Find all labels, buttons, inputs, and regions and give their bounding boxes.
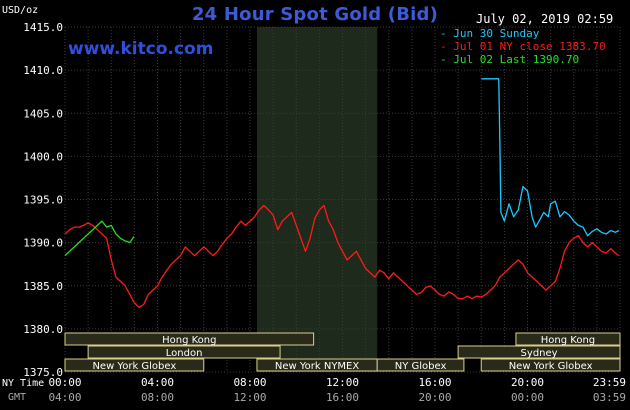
watermark[interactable]: www.kitco.com <box>68 39 214 59</box>
y-tick-label: 1410.0 <box>23 64 63 77</box>
y-tick-label: 1405.0 <box>23 107 63 120</box>
ny-time-label: NY Time <box>2 378 44 389</box>
y-tick-label: 1390.0 <box>23 237 63 250</box>
session-label: New York Globex <box>509 361 593 372</box>
session-bar <box>376 358 465 372</box>
tick-layer: 1375.0 1380.0 1385.0 1390.0 1395.0 1400.0 1405… <box>2 21 626 404</box>
legend-item-sunday: - Jun 30 Sunday <box>440 27 540 40</box>
x-tick-label-gmt: 04:00 <box>48 391 81 404</box>
x-tick-label-gmt: 20:00 <box>418 391 451 404</box>
session-layer: Hong Kong Hong Kong London Sydney New York G… <box>64 332 621 372</box>
series-line-2 <box>64 220 135 257</box>
x-tick-label-ny: 20:00 <box>511 376 544 389</box>
session-bar <box>64 332 315 346</box>
gmt-label: GMT <box>8 392 26 403</box>
timestamp: July 02, 2019 02:59 <box>476 12 614 26</box>
legend-item-last: - Jul 02 Last 1390.70 <box>440 53 580 66</box>
x-tick-label-ny: 16:00 <box>418 376 451 389</box>
session-bar <box>515 332 621 346</box>
chart-title: 24 Hour Spot Gold (Bid) <box>191 4 439 25</box>
x-tick-label-gmt: 00:00 <box>511 391 544 404</box>
session-bar <box>457 345 621 359</box>
series-line-0 <box>481 78 620 237</box>
x-tick-label-ny: 08:00 <box>233 376 266 389</box>
y-tick-label: 1395.0 <box>23 194 63 207</box>
session-label: New York NYMEX <box>275 361 360 372</box>
x-tick-label-gmt: 12:00 <box>233 391 266 404</box>
y-unit-label: USD/oz <box>2 5 39 16</box>
y-tick-label: 1375.0 <box>23 366 63 379</box>
x-tick-label-ny: 12:00 <box>326 376 359 389</box>
series-line-1 <box>64 204 620 308</box>
y-tick-label: 1385.0 <box>23 280 63 293</box>
session-label: Hong Kong <box>541 335 595 346</box>
session-bar <box>87 345 281 359</box>
session-bar <box>64 358 205 372</box>
x-tick-label-ny: 00:00 <box>48 376 81 389</box>
x-tick-label-gmt: 03:59 <box>593 391 626 404</box>
legend: - Jun 30 Sunday - Jul 01 NY close 1383.7… <box>440 27 606 66</box>
session-label: NY Globex <box>395 361 447 372</box>
session-label: Sydney <box>521 348 558 359</box>
x-tick-label-ny: 23:59 <box>593 376 626 389</box>
session-bar <box>480 358 621 372</box>
y-tick-label: 1400.0 <box>23 150 63 163</box>
grid-layer <box>64 26 621 373</box>
session-label: London <box>166 348 203 359</box>
session-label: New York Globex <box>92 361 176 372</box>
y-tick-label: 1380.0 <box>23 323 63 336</box>
x-tick-label-gmt: 08:00 <box>141 391 174 404</box>
legend-item-ny-close: - Jul 01 NY close 1383.70 <box>440 40 606 53</box>
series-layer <box>64 78 620 308</box>
x-tick-label-ny: 04:00 <box>141 376 174 389</box>
session-label: Hong Kong <box>162 335 216 346</box>
y-tick-label: 1415.0 <box>23 21 63 34</box>
x-tick-label-gmt: 16:00 <box>326 391 359 404</box>
